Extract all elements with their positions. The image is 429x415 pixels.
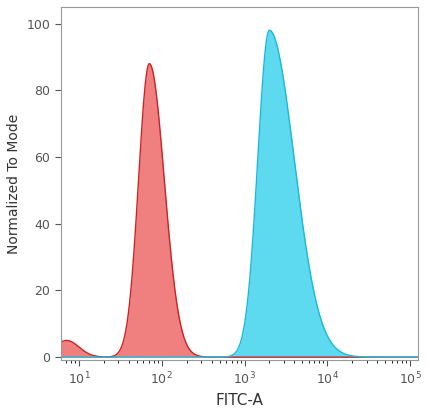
Y-axis label: Normalized To Mode: Normalized To Mode — [7, 114, 21, 254]
X-axis label: FITC-A: FITC-A — [216, 393, 263, 408]
